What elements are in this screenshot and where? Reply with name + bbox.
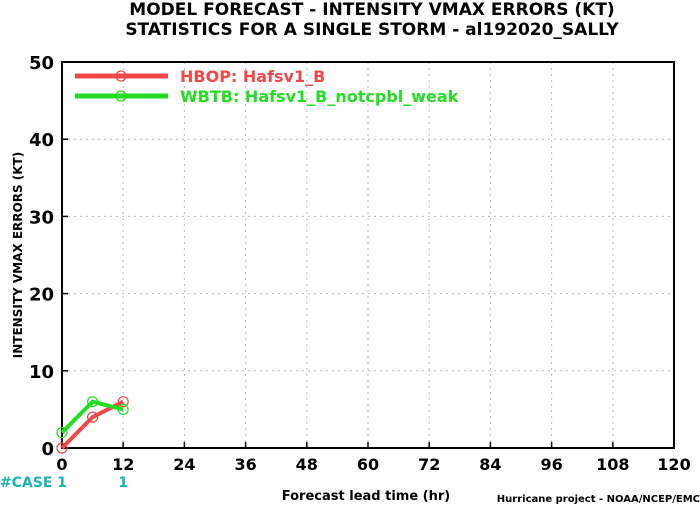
grid-lines [62, 62, 674, 448]
x-tick-label: 108 [596, 455, 629, 474]
x-axis-label: Forecast lead time (hr) [282, 489, 450, 504]
y-tick-label: 30 [29, 207, 54, 228]
legend-label-2: WBTB: Hafsv1_B_notcpbl_weak [180, 87, 459, 106]
y-axis-label: INTENSITY VMAX ERRORS (KT) [11, 152, 25, 358]
x-tick-label: 60 [357, 455, 379, 474]
x-tick-label: 24 [173, 455, 195, 474]
chart-subtitle: STATISTICS FOR A SINGLE STORM - al192020… [125, 20, 619, 40]
series-point-1 [86, 411, 99, 423]
series-line-2 [60, 399, 124, 434]
legend-swatch-marker-2 [115, 90, 127, 102]
plot-frame [61, 61, 675, 449]
credit-text: Hurricane project - NOAA/NCEP/EMC [497, 494, 700, 505]
y-tick-label: 50 [29, 53, 54, 74]
x-tick-label: 120 [657, 455, 690, 474]
series-point-2 [56, 426, 68, 439]
chart-title: MODEL FORECAST - INTENSITY VMAX ERRORS (… [129, 0, 614, 20]
x-tick-label: 84 [479, 455, 501, 474]
axis-ticks: 0 12 24 36 48 60 72 84 96 108 120 0 10 20 30 40 50 [29, 53, 691, 474]
y-tick-label: 20 [29, 285, 54, 306]
y-tick-label: 10 [29, 362, 54, 383]
case-count: 1 [118, 475, 128, 491]
legend-label-1: HBOP: Hafsv1_B [180, 67, 325, 86]
x-tick-label: 96 [540, 455, 562, 474]
y-tick-label: 40 [29, 130, 54, 151]
x-tick-label: 36 [234, 455, 256, 474]
series-point-1 [56, 442, 68, 454]
x-tick-label: 48 [296, 455, 318, 474]
legend-swatch-marker-1 [115, 70, 127, 82]
x-tick-label: 12 [112, 455, 134, 474]
case-row-label: #CASE [0, 475, 53, 491]
x-tick-label: 0 [56, 455, 67, 474]
y-tick-label: 0 [41, 439, 54, 460]
series-point-1 [117, 396, 129, 408]
series-layer [56, 396, 129, 454]
series-point-2 [117, 403, 129, 415]
case-row: #CASE 1 1 [0, 475, 128, 491]
case-count: 1 [57, 475, 67, 491]
series-point-2 [86, 396, 99, 408]
x-tick-label: 72 [418, 455, 440, 474]
